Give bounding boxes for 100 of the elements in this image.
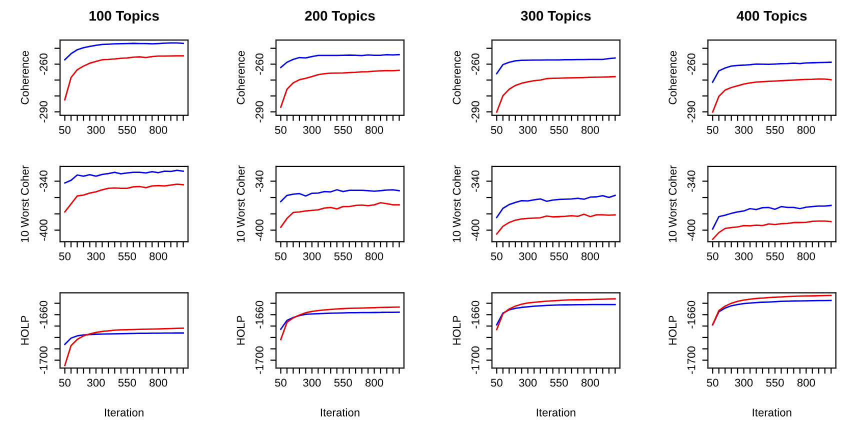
- x-tick-label: 50: [490, 252, 502, 260]
- chart-title: 400 Topics: [736, 10, 807, 24]
- x-tick-label: 300: [519, 252, 537, 260]
- x-tick-label: 800: [150, 252, 168, 260]
- line-series: [280, 202, 400, 228]
- x-tick-label: 550: [334, 378, 352, 387]
- chart-title: 100 Topics: [90, 10, 159, 24]
- x-tick-label: 50: [706, 126, 718, 134]
- line-series: [496, 76, 616, 113]
- y-tick-label: -260: [687, 53, 696, 75]
- x-tick-label: 550: [118, 378, 136, 387]
- y-tick-label: -340: [471, 170, 480, 192]
- line-series: [64, 42, 184, 60]
- y-tick-label: -290: [471, 101, 480, 122]
- y-axis-title: HOLP: [452, 316, 461, 345]
- x-tick-label: 300: [87, 126, 105, 134]
- x-tick-label: 800: [150, 126, 168, 134]
- x-tick-label: 300: [303, 378, 321, 387]
- x-axis-title: Iteration: [536, 408, 576, 416]
- line-series: [64, 170, 184, 184]
- x-tick-label: 800: [581, 252, 600, 260]
- x-tick-label: 550: [766, 252, 784, 260]
- line-series: [712, 294, 832, 326]
- line-series: [496, 298, 616, 330]
- y-axis-title: Coherence: [236, 50, 245, 104]
- x-tick-label: 800: [581, 378, 600, 387]
- y-tick-label: -400: [471, 219, 480, 241]
- y-tick-label: -1700: [471, 346, 480, 374]
- y-tick-label: -340: [256, 170, 264, 192]
- y-tick-label: -290: [256, 101, 264, 122]
- y-axis-title: 10 Worst Coher: [668, 165, 677, 242]
- y-axis-title: 10 Worst Coher: [452, 165, 461, 242]
- x-tick-label: 50: [490, 378, 502, 387]
- x-tick-label: 300: [734, 252, 753, 260]
- y-tick-label: -1660: [471, 300, 480, 328]
- x-tick-label: 550: [550, 378, 568, 387]
- y-axis-title: HOLP: [236, 316, 245, 345]
- line-series: [712, 220, 832, 240]
- y-tick-label: -1660: [40, 300, 48, 328]
- line-series: [496, 214, 616, 235]
- x-tick-label: 50: [275, 252, 286, 260]
- x-axis-title: Iteration: [105, 408, 144, 416]
- x-tick-label: 50: [490, 126, 502, 134]
- y-axis-title: Coherence: [20, 50, 29, 104]
- x-tick-label: 50: [275, 378, 286, 387]
- x-tick-label: 300: [303, 126, 321, 134]
- y-tick-label: -1660: [256, 300, 264, 328]
- x-tick-label: 800: [797, 252, 815, 260]
- line-series: [64, 328, 184, 366]
- line-series: [280, 189, 400, 202]
- x-tick-label: 550: [118, 126, 136, 134]
- x-tick-label: 300: [734, 378, 753, 387]
- y-tick-label: -290: [687, 101, 696, 122]
- line-series: [64, 332, 184, 346]
- x-tick-label: 550: [334, 252, 352, 260]
- line-series: [64, 183, 184, 213]
- y-tick-label: -260: [40, 53, 48, 75]
- x-tick-label: 800: [150, 378, 168, 387]
- y-axis-title: Coherence: [452, 50, 461, 104]
- x-tick-label: 800: [365, 252, 384, 260]
- line-series: [280, 54, 400, 68]
- y-axis-title: HOLP: [20, 316, 29, 345]
- x-tick-label: 800: [797, 126, 815, 134]
- line-series: [496, 57, 616, 74]
- y-axis-title: 10 Worst Coher: [20, 165, 29, 242]
- line-series: [280, 311, 400, 330]
- y-axis-title: HOLP: [668, 316, 677, 345]
- x-tick-label: 300: [519, 126, 537, 134]
- y-tick-label: -1700: [40, 346, 48, 374]
- x-tick-label: 800: [797, 378, 815, 387]
- x-tick-label: 550: [118, 252, 136, 260]
- y-tick-label: -400: [687, 219, 696, 241]
- x-tick-label: 550: [766, 378, 784, 387]
- x-tick-label: 550: [334, 126, 352, 134]
- x-tick-label: 550: [766, 126, 784, 134]
- x-tick-label: 800: [581, 126, 600, 134]
- x-tick-label: 50: [59, 252, 71, 260]
- y-tick-label: -340: [687, 170, 696, 192]
- x-tick-label: 550: [550, 126, 568, 134]
- x-tick-label: 300: [734, 126, 753, 134]
- x-tick-label: 50: [59, 378, 71, 387]
- y-tick-label: -1700: [687, 346, 696, 374]
- y-tick-label: -1700: [256, 346, 264, 374]
- y-tick-label: -340: [40, 170, 48, 192]
- chart-title: 200 Topics: [305, 10, 375, 24]
- x-tick-label: 300: [87, 378, 105, 387]
- x-tick-label: 50: [706, 378, 718, 387]
- line-series: [712, 62, 832, 83]
- x-tick-label: 300: [87, 252, 105, 260]
- chart-title: 300 Topics: [520, 10, 591, 24]
- x-axis-title: Iteration: [752, 408, 792, 416]
- x-tick-label: 550: [550, 252, 568, 260]
- x-tick-label: 300: [303, 252, 321, 260]
- y-tick-label: -1660: [687, 300, 696, 328]
- line-series: [280, 70, 400, 108]
- x-tick-label: 800: [365, 126, 384, 134]
- y-tick-label: -290: [40, 101, 48, 122]
- line-series: [496, 194, 616, 218]
- line-series: [712, 204, 832, 230]
- x-axis-title: Iteration: [320, 408, 360, 416]
